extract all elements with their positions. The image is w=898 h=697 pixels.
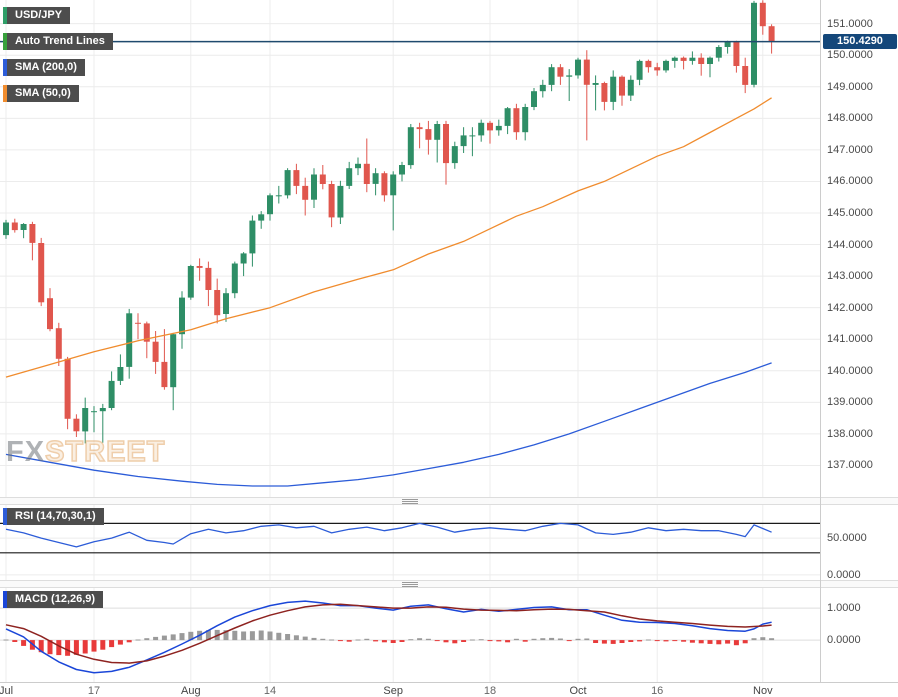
macd-indicator-badge[interactable]: MACD (12,26,9) — [3, 591, 104, 608]
time-axis-label: 14 — [263, 685, 277, 697]
rsi-chart-canvas[interactable] — [0, 505, 820, 580]
axis-tick-label: 146.0000 — [827, 175, 873, 187]
time-axis-label: Jul — [0, 685, 14, 697]
rsi-color-indicator — [3, 508, 7, 525]
time-axis-label: Sep — [383, 685, 403, 697]
axis-tick-label: 0.0000 — [827, 569, 861, 581]
candles-color-indicator — [3, 7, 7, 24]
sma200-color-indicator — [3, 59, 7, 76]
current-price-value: 150.4290 — [837, 35, 883, 47]
trend-color-indicator — [3, 33, 7, 50]
axis-tick-label: 140.0000 — [827, 365, 873, 377]
time-axis-label: Aug — [181, 685, 201, 697]
splitter-grip-icon[interactable] — [402, 582, 418, 587]
axis-tick-label: 50.0000 — [827, 532, 867, 544]
auto-trend-lines-label: Auto Trend Lines — [7, 33, 113, 50]
time-axis[interactable]: Jul 17 Aug 14 Sep 18 Oct 16 Nov — [0, 682, 898, 697]
macd-legend: MACD (12,26,9) — [3, 591, 104, 608]
price-chart-canvas[interactable] — [0, 0, 820, 497]
axis-tick-label: 148.0000 — [827, 112, 873, 124]
time-axis-label: Oct — [569, 685, 587, 697]
price-panel: USD/JPY Auto Trend Lines SMA (200,0) SMA… — [0, 0, 820, 497]
axis-tick-label: 1.0000 — [827, 602, 861, 614]
axis-tick-label: 143.0000 — [827, 270, 873, 282]
splitter-grip-icon[interactable] — [402, 499, 418, 504]
sma200-label: SMA (200,0) — [7, 59, 85, 76]
rsi-indicator-badge[interactable]: RSI (14,70,30,1) — [3, 508, 104, 525]
sma200-badge[interactable]: SMA (200,0) — [3, 59, 85, 76]
axis-tick-label: 151.0000 — [827, 18, 873, 30]
sma50-color-indicator — [3, 85, 7, 102]
fxstreet-watermark: FXSTREET — [6, 435, 166, 469]
rsi-panel: RSI (14,70,30,1) — [0, 505, 820, 580]
axis-tick-label: 139.0000 — [827, 396, 873, 408]
macd-chart-canvas[interactable] — [0, 588, 820, 682]
price-axis[interactable]: 150.4290 151.0000 150.0000 149.0000 148.000… — [820, 0, 898, 682]
macd-color-indicator — [3, 591, 7, 608]
panel-splitter[interactable] — [0, 497, 898, 505]
sma50-label: SMA (50,0) — [7, 85, 79, 102]
time-axis-label: 17 — [87, 685, 101, 697]
axis-tick-label: 142.0000 — [827, 302, 873, 314]
time-axis-label: Nov — [753, 685, 773, 697]
current-price-badge: 150.4290 — [823, 34, 897, 49]
time-axis-label: 18 — [483, 685, 497, 697]
axis-tick-label: 137.0000 — [827, 459, 873, 471]
axis-tick-label: 144.0000 — [827, 239, 873, 251]
rsi-legend: RSI (14,70,30,1) — [3, 508, 104, 525]
symbol-badge[interactable]: USD/JPY — [3, 7, 71, 24]
axis-tick-label: 147.0000 — [827, 144, 873, 156]
axis-tick-label: 0.0000 — [827, 634, 861, 646]
macd-label: MACD (12,26,9) — [7, 591, 104, 608]
sma50-badge[interactable]: SMA (50,0) — [3, 85, 79, 102]
rsi-label: RSI (14,70,30,1) — [7, 508, 104, 525]
legend: USD/JPY Auto Trend Lines SMA (200,0) SMA… — [3, 7, 113, 102]
axis-tick-label: 150.0000 — [827, 49, 873, 61]
symbol-label: USD/JPY — [7, 7, 71, 24]
axis-tick-label: 149.0000 — [827, 81, 873, 93]
macd-panel: MACD (12,26,9) — [0, 588, 820, 682]
time-axis-label: 16 — [651, 685, 664, 697]
panel-splitter[interactable] — [0, 580, 898, 588]
axis-tick-label: 145.0000 — [827, 207, 873, 219]
axis-tick-label: 141.0000 — [827, 333, 873, 345]
auto-trend-lines-badge[interactable]: Auto Trend Lines — [3, 33, 113, 50]
axis-tick-label: 138.0000 — [827, 428, 873, 440]
